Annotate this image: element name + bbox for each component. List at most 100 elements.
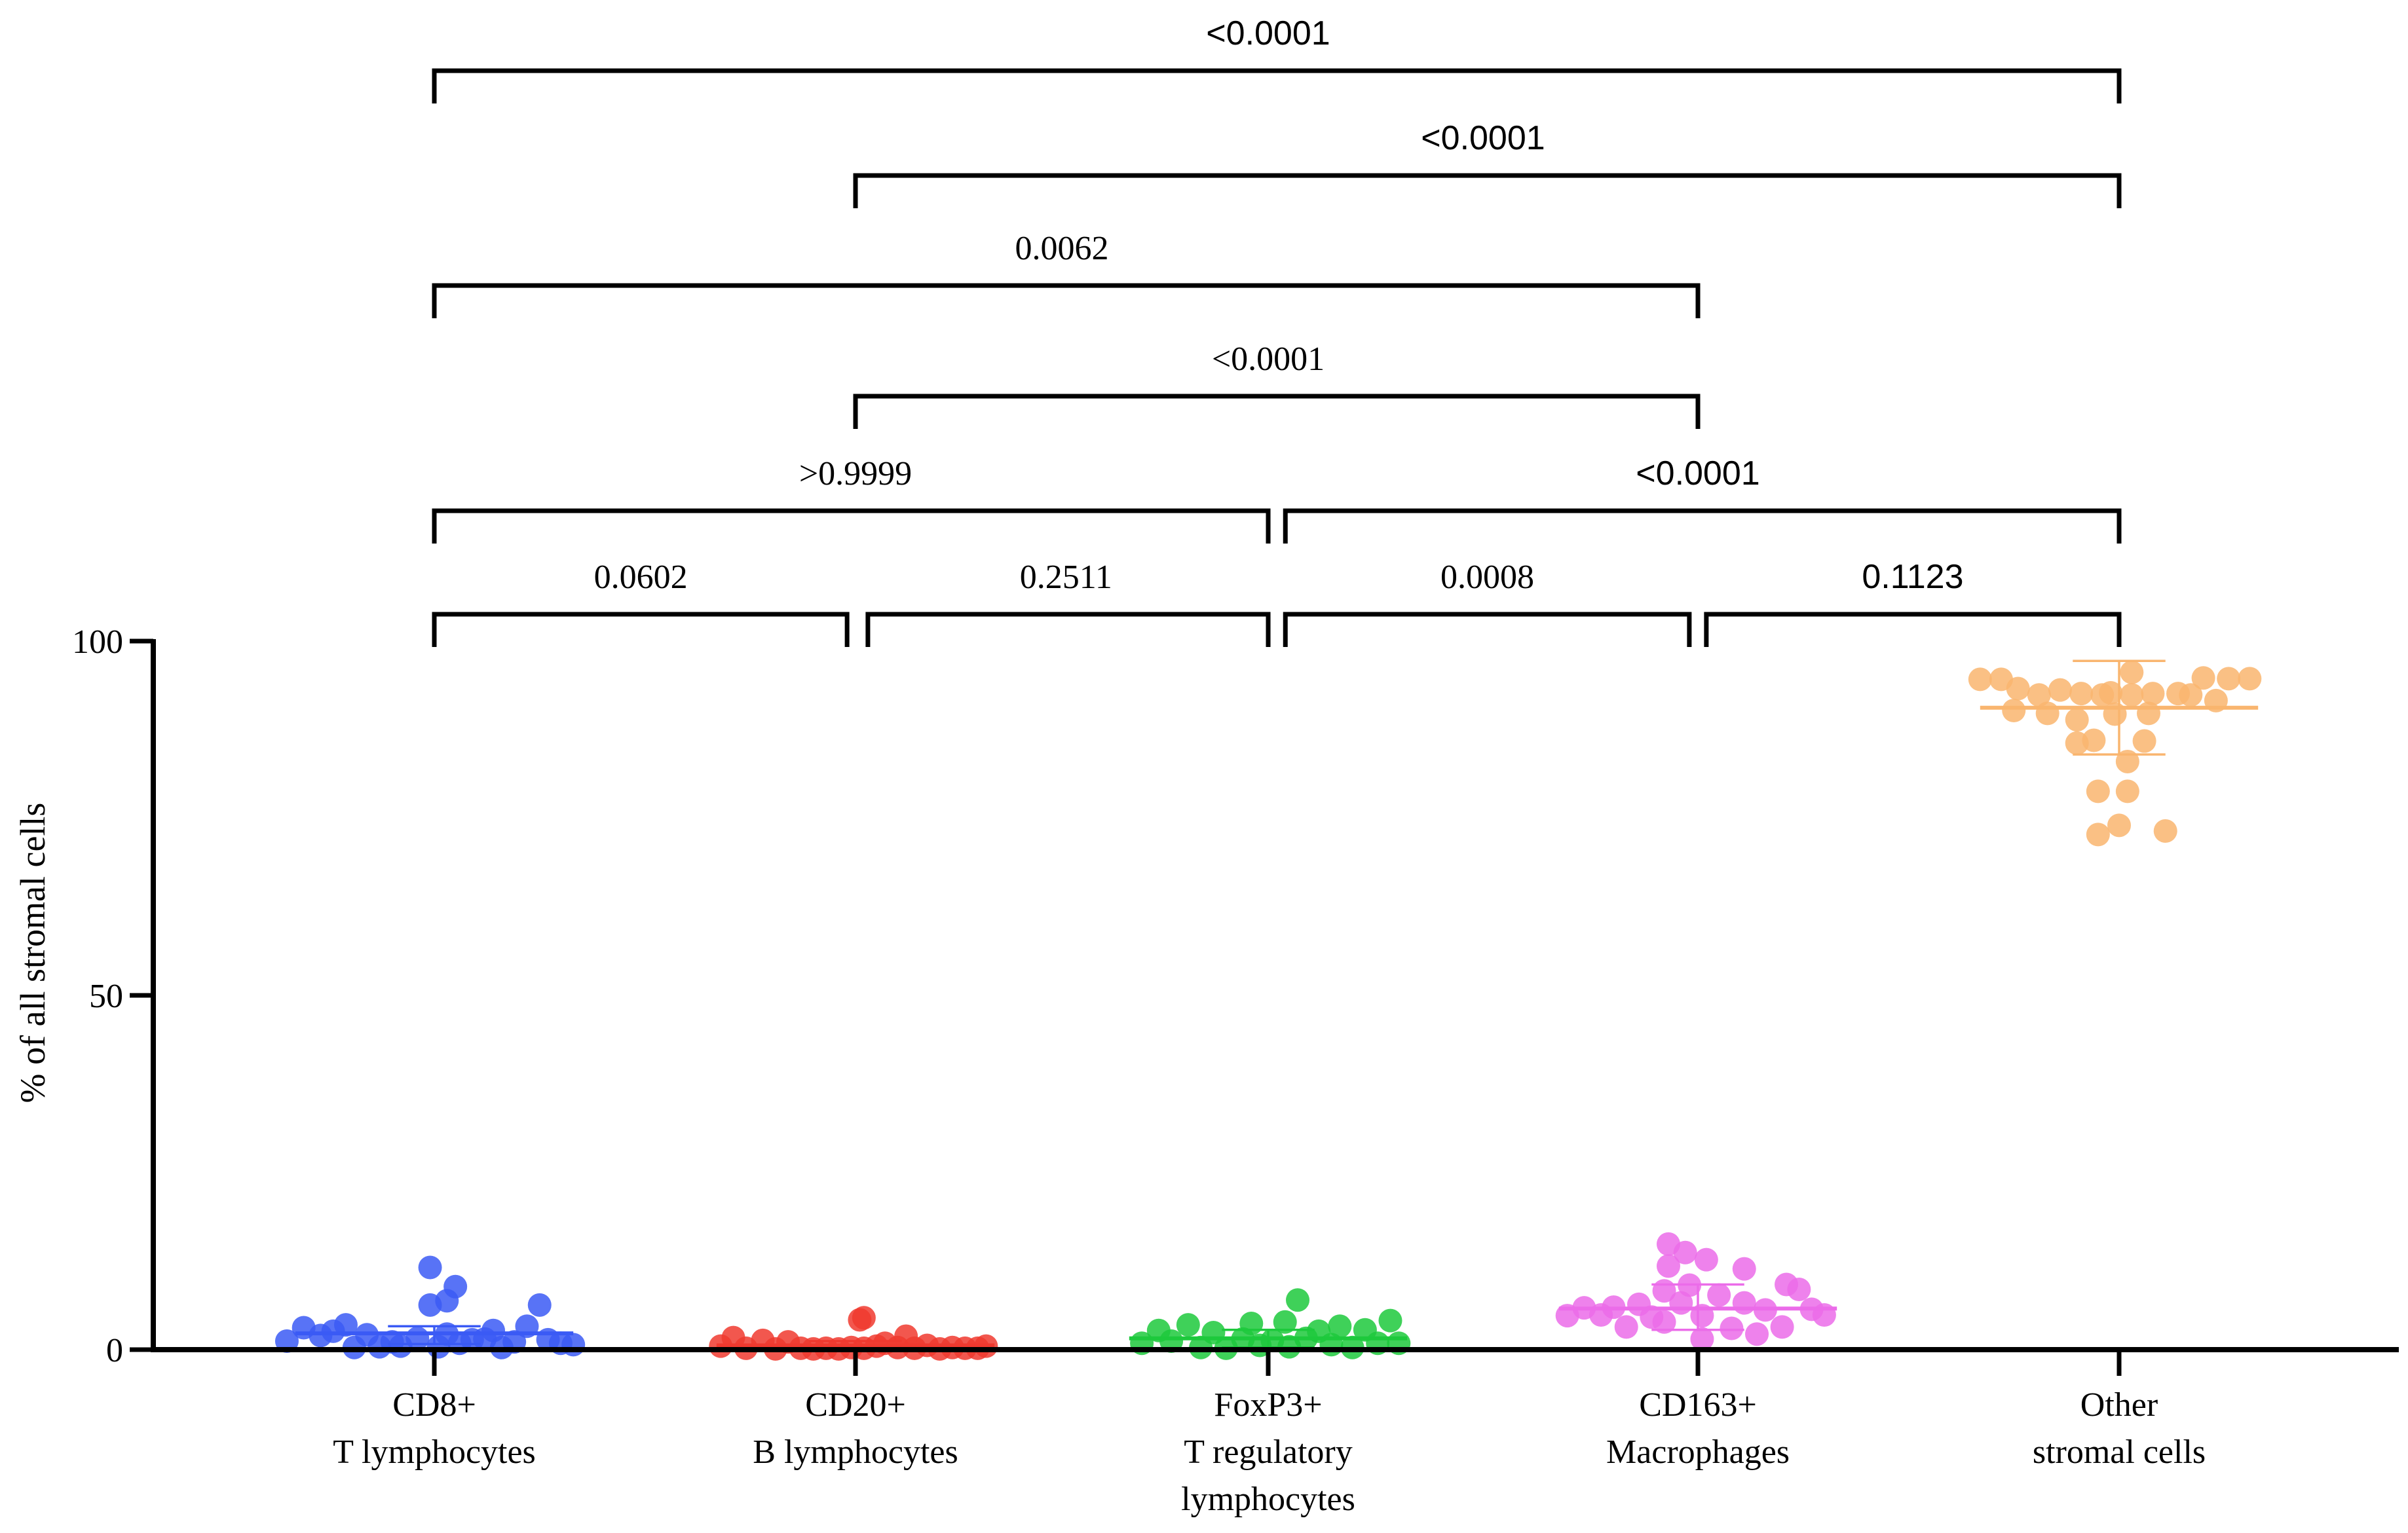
data-point [2099,680,2123,705]
mean-sd-bars [295,659,2259,1350]
axes: 0 50 100 CD8+ T lymphocytes CD20+ B lymphocyte… [72,623,2399,1518]
data-point [1787,1278,1811,1302]
data-point [527,1293,552,1317]
data-point [1286,1288,1310,1312]
p-value-label: <0.0001 [1206,14,1330,52]
data-point [1652,1279,1676,1303]
data-point [2107,813,2131,838]
data-point [1732,1291,1756,1315]
data-point [1378,1308,1402,1333]
significance-brackets: 0.0602 0.2511 0.0008 0.1123 >0.9999 <0.0001 <0… [432,14,2122,647]
data-point [1239,1311,1264,1335]
data-point [2035,701,2060,726]
data-point [2006,676,2030,701]
x-tick-label: CD20+ [805,1386,906,1424]
data-point [1201,1321,1226,1345]
data-point [2141,682,2165,706]
data-point [852,1306,876,1330]
data-point [2115,749,2139,773]
data-point [1745,1322,1769,1346]
x-tick-label: T lymphocytes [333,1433,536,1471]
data-point [2027,683,2051,707]
p-value-label: >0.9999 [799,455,912,492]
data-point [1968,667,1992,692]
data-point [2153,819,2177,843]
x-tick-label: CD163+ [1639,1386,1757,1424]
data-point [561,1333,586,1357]
data-point [1652,1310,1676,1334]
data-point [1812,1302,1836,1327]
data-point [1770,1315,1794,1339]
significance-bracket [1704,612,2122,647]
data-point [2069,682,2094,706]
y-tick-label: 100 [72,623,123,661]
x-tick-label: Macrophages [1606,1433,1790,1471]
data-point [515,1314,539,1339]
p-value-label: 0.0062 [1015,230,1109,267]
y-tick-label: 50 [89,978,123,1015]
x-tick-label: B lymphocytes [753,1433,958,1471]
x-tick-label: CD8+ [392,1386,476,1424]
data-point [1678,1273,1702,1297]
significance-bracket [432,508,1271,544]
significance-bracket [432,283,1701,318]
data-point [1732,1257,1756,1281]
data-point [1720,1316,1744,1340]
significance-bracket [853,173,2122,208]
data-point [1656,1254,1680,1278]
data-point [1673,1240,1697,1265]
data-point [2179,683,2203,707]
data-point [2065,708,2089,732]
data-point [1273,1310,1297,1334]
p-value-label: 0.1123 [1862,558,1963,596]
significance-bracket [1283,612,1692,647]
x-tick-label: FoxP3+ [1214,1386,1322,1424]
p-value-label: 0.2511 [1020,559,1112,596]
data-point [443,1274,468,1299]
data-point [1669,1291,1693,1315]
y-tick-label: 0 [106,1332,123,1369]
data-point [974,1334,998,1358]
data-point [1176,1313,1200,1337]
significance-bracket [432,612,850,647]
data-point [2103,702,2127,726]
data-point [2238,667,2262,691]
significance-bracket [432,68,2122,103]
data-point [418,1255,442,1280]
data-point [2086,779,2110,803]
p-value-label: <0.0001 [1212,341,1325,378]
x-tick-label: Other [2080,1386,2158,1424]
data-point [2120,660,2144,684]
data-points [274,660,2262,1361]
p-value-label: <0.0001 [1421,119,1545,157]
data-point [1614,1315,1638,1339]
data-point [1602,1295,1626,1320]
x-tick-label: T regulatory [1184,1433,1353,1471]
significance-bracket [1283,508,2122,544]
data-point [2120,683,2144,707]
x-tick-label: lymphocytes [1181,1481,1355,1518]
data-point [1694,1247,1718,1272]
data-point [2115,779,2139,803]
data-point [2002,699,2026,723]
p-value-label: <0.0001 [1636,454,1759,492]
data-point [1707,1283,1731,1307]
data-point [2082,728,2106,752]
x-tick-label: stromal cells [2033,1433,2206,1471]
data-point [2217,667,2241,691]
data-point [2191,666,2215,690]
data-point [333,1313,358,1337]
data-point [1690,1327,1714,1351]
data-point [2048,678,2072,702]
data-point [1753,1298,1777,1322]
significance-bracket [865,612,1271,647]
data-point [1328,1314,1352,1339]
y-axis-label: % of all stromal cells [13,803,52,1103]
p-value-label: 0.0008 [1440,559,1534,596]
p-value-label: 0.0602 [594,559,688,596]
data-point [2086,822,2110,847]
data-point [2137,701,2161,726]
data-point [2204,688,2228,712]
significance-bracket [853,394,1701,429]
